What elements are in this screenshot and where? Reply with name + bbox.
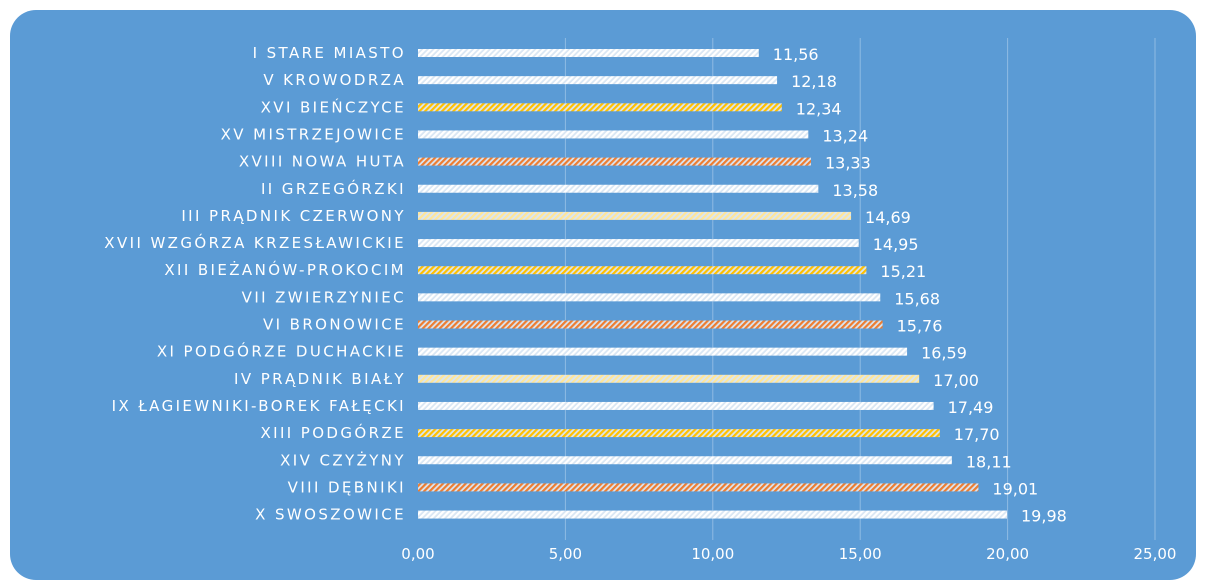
data-label: 16,59 — [921, 344, 967, 363]
data-label: 12,34 — [796, 99, 842, 118]
x-tick-label: 5,00 — [549, 545, 582, 563]
data-label: 14,69 — [865, 208, 911, 227]
data-label: 15,21 — [880, 262, 926, 281]
value-labels: 11,56 12,18 12,34 13,24 13,33 13,58 14,69 14,95… — [773, 45, 1067, 526]
bar — [418, 211, 852, 220]
bar — [418, 184, 819, 193]
x-axis-ticks: 0,00 5,00 10,00 15,00 20,00 25,00 — [401, 545, 1176, 563]
bar — [418, 293, 881, 302]
bar-chart: I STARE MIASTO V KROWODRZA XVI BIEŃCZYCE XV… — [104, 38, 1176, 563]
chart-panel: I STARE MIASTO V KROWODRZA XVI BIEŃCZYCE XV… — [10, 10, 1196, 580]
bar — [418, 103, 782, 112]
data-label: 19,01 — [992, 479, 1038, 498]
data-label: 12,18 — [791, 72, 837, 91]
data-label: 17,00 — [933, 371, 979, 390]
category-label: IV PRĄDNIK BIAŁY — [234, 370, 406, 388]
data-label: 13,24 — [822, 126, 868, 145]
data-label: 11,56 — [773, 45, 819, 64]
category-label: XIII PODGÓRZE — [260, 423, 406, 442]
bar — [418, 266, 867, 275]
x-tick-label: 0,00 — [401, 545, 434, 563]
bar — [418, 320, 883, 329]
category-label: II GRZEGÓRZKI — [261, 179, 406, 198]
bars — [418, 49, 1008, 519]
category-label: IX ŁAGIEWNIKI-BOREK FAŁĘCKI — [112, 397, 406, 415]
bar — [418, 49, 759, 57]
data-label: 15,68 — [894, 289, 940, 308]
data-label: 17,70 — [954, 425, 1000, 444]
category-label: XIV CZYŻYNY — [280, 450, 406, 469]
category-label: VII ZWIERZYNIEC — [242, 288, 406, 306]
bar — [418, 374, 920, 383]
bar — [418, 157, 811, 166]
category-label: XV MISTRZEJOWICE — [221, 125, 406, 143]
bar — [418, 76, 778, 85]
x-tick-label: 15,00 — [839, 545, 882, 563]
bar — [418, 483, 979, 492]
category-label: VI BRONOWICE — [263, 316, 406, 334]
data-label: 13,33 — [825, 154, 871, 173]
category-label: XII BIEŻANÓW-PROKOCIM — [164, 260, 406, 279]
category-label: X SWOSZOWICE — [255, 506, 406, 524]
bar — [418, 456, 952, 465]
x-tick-label: 10,00 — [691, 545, 734, 563]
data-label: 13,58 — [832, 181, 878, 200]
data-label: 19,98 — [1021, 507, 1067, 526]
category-labels: I STARE MIASTO V KROWODRZA XVI BIEŃCZYCE XV… — [104, 44, 406, 524]
bar — [418, 130, 809, 139]
bar — [418, 239, 859, 248]
category-label: VIII DĘBNIKI — [288, 478, 406, 496]
data-label: 14,95 — [873, 235, 919, 254]
category-label: I STARE MIASTO — [253, 44, 406, 62]
category-label: XVI BIEŃCZYCE — [261, 97, 406, 116]
gridlines — [564, 38, 1156, 540]
bar — [418, 510, 1008, 519]
category-label: XI PODGÓRZE DUCHACKIE — [157, 342, 406, 361]
bar — [418, 429, 940, 438]
x-tick-label: 20,00 — [986, 545, 1029, 563]
category-label: V KROWODRZA — [263, 71, 406, 89]
data-label: 18,11 — [966, 452, 1012, 471]
category-label: XVIII NOWA HUTA — [239, 153, 406, 171]
bar — [418, 401, 934, 410]
bar — [418, 347, 908, 356]
category-label: XVII WZGÓRZA KRZESŁAWICKIE — [104, 233, 406, 252]
category-label: III PRĄDNIK CZERWONY — [181, 207, 406, 225]
data-label: 17,49 — [948, 398, 994, 417]
data-label: 15,76 — [897, 317, 943, 336]
x-tick-label: 25,00 — [1134, 545, 1177, 563]
